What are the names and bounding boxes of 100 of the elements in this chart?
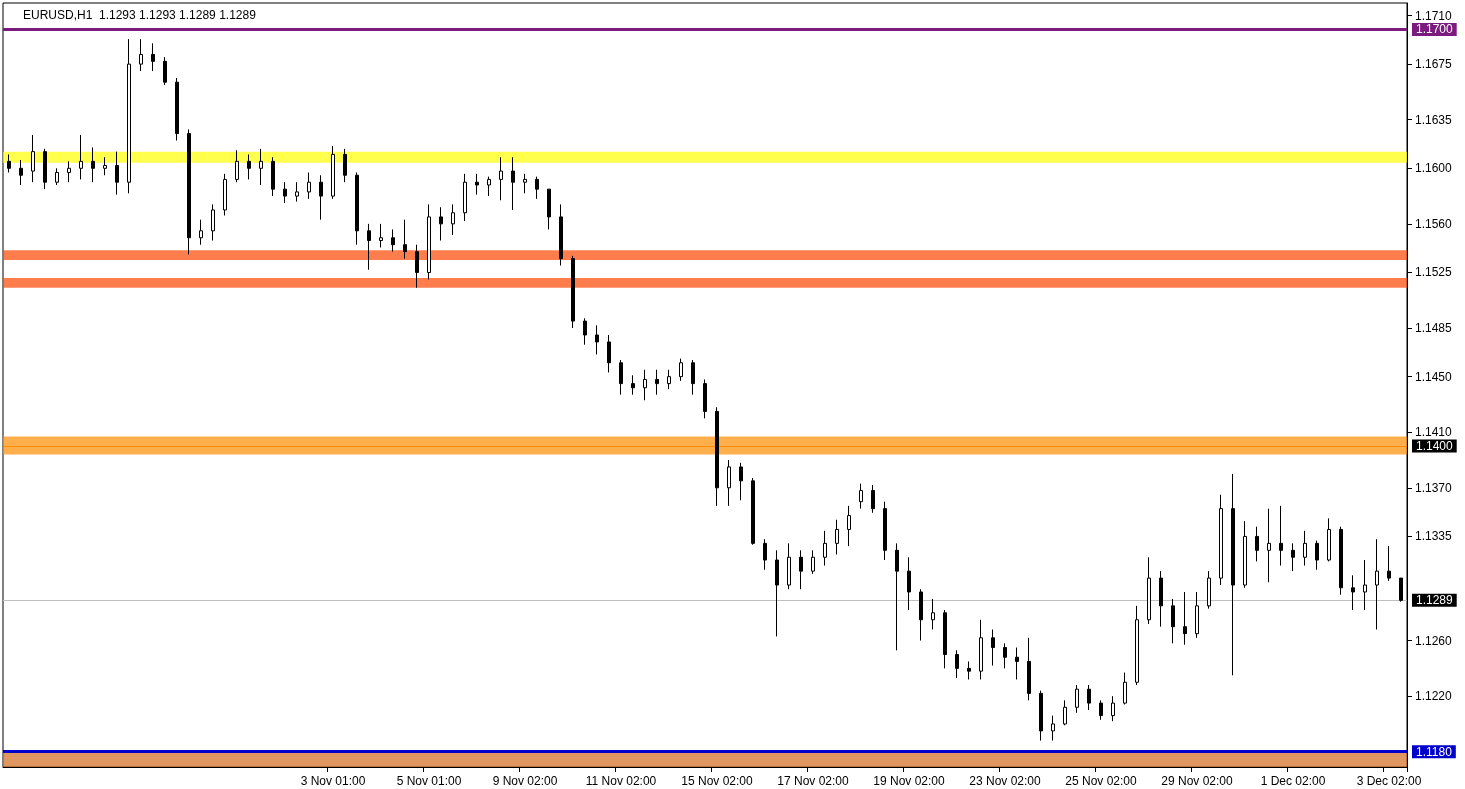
x-tick-label: 3 Dec 02:00	[1356, 774, 1422, 788]
candlestick	[991, 628, 995, 667]
candlestick	[283, 181, 287, 204]
candlestick	[127, 38, 131, 194]
x-tick-label: 3 Nov 01:00	[300, 774, 366, 788]
candlestick	[1363, 559, 1367, 611]
candlestick	[1195, 591, 1199, 639]
candlestick	[1399, 577, 1403, 603]
candlestick	[211, 203, 215, 242]
candlestick	[1123, 672, 1127, 705]
candlestick	[1267, 508, 1271, 583]
candlestick	[559, 203, 563, 267]
candlestick	[331, 145, 335, 200]
candlestick	[1243, 520, 1247, 589]
candlestick	[619, 359, 623, 396]
x-tick-label: 25 Nov 02:00	[1065, 774, 1138, 788]
candlestick	[223, 173, 227, 217]
candlestick	[631, 374, 635, 396]
candlestick	[355, 171, 359, 246]
candlestick	[499, 156, 503, 201]
candlestick	[1339, 526, 1343, 596]
x-tick-label: 29 Nov 02:00	[1161, 774, 1234, 788]
candlestick	[1315, 540, 1319, 571]
candlestick	[1099, 699, 1103, 721]
candlestick	[427, 203, 431, 280]
candlestick	[1303, 530, 1307, 567]
candlestick	[451, 203, 455, 236]
candlestick	[1147, 556, 1151, 625]
candlestick	[403, 219, 407, 260]
candlestick	[799, 549, 803, 590]
candlestick	[907, 556, 911, 611]
candlestick	[367, 223, 371, 271]
candlestick	[1135, 605, 1139, 686]
candlestick	[463, 173, 467, 222]
candlestick	[955, 649, 959, 679]
candlestick	[151, 42, 155, 72]
candlestick	[943, 609, 947, 669]
candlestick	[715, 406, 719, 507]
candlestick	[655, 369, 659, 396]
candlestick	[847, 505, 851, 547]
candlestick	[667, 369, 671, 390]
candlestick	[1087, 684, 1091, 711]
candlestick	[1051, 715, 1055, 742]
y-tick-label: 1.1410	[1415, 425, 1453, 440]
candlestick	[1063, 699, 1067, 726]
candlestick	[859, 483, 863, 510]
candlestick	[931, 598, 935, 630]
candlestick	[835, 519, 839, 555]
x-tick-label: 5 Nov 01:00	[396, 774, 462, 788]
candlestick	[523, 173, 527, 194]
candlestick	[475, 173, 479, 196]
candlestick	[1015, 647, 1019, 680]
candlestick	[7, 153, 11, 173]
candlestick	[1327, 517, 1331, 562]
candlestick	[55, 167, 59, 186]
candlestick	[607, 334, 611, 373]
candlestick	[691, 359, 695, 396]
candlestick	[1255, 526, 1259, 562]
y-tick-label: 1.1635	[1415, 112, 1453, 127]
x-tick-label: 19 Nov 02:00	[873, 774, 946, 788]
candlestick	[595, 324, 599, 355]
candlestick	[811, 549, 815, 575]
y-tick-label: 1.1370	[1415, 480, 1453, 495]
y-tick-label: 1.1485	[1415, 321, 1453, 336]
candlestick	[823, 530, 827, 567]
candlestick	[247, 153, 251, 180]
candlestick	[199, 219, 203, 246]
ref-line-label: 1.1180	[1416, 744, 1453, 759]
candlestick	[535, 176, 539, 200]
candlestick	[1387, 545, 1391, 582]
candlestick	[1159, 570, 1163, 628]
candlestick	[883, 501, 887, 561]
candlestick	[1375, 538, 1379, 630]
candlestick	[163, 56, 167, 86]
candlestick	[1219, 494, 1223, 586]
candlestick	[1183, 591, 1187, 646]
candlestick	[1351, 574, 1355, 611]
candlestick	[919, 588, 923, 642]
candlestick	[1039, 690, 1043, 742]
candlestick	[727, 459, 731, 507]
candlestick	[1231, 473, 1235, 676]
candlestick	[979, 619, 983, 680]
candlestick	[67, 160, 71, 183]
candlestick	[1291, 542, 1295, 572]
candlestick	[91, 146, 95, 183]
candlestick	[739, 462, 743, 501]
ref-line-label: 1.1400	[1416, 439, 1454, 454]
candlestick	[703, 378, 707, 419]
candlestick	[871, 484, 875, 514]
chart-title: EURUSD,H1 1.1293 1.1293 1.1289 1.1289	[23, 8, 257, 22]
candlestick	[895, 542, 899, 651]
candlestick	[139, 38, 143, 72]
x-tick-label: 1 Dec 02:00	[1260, 774, 1326, 788]
x-tick-label: 11 Nov 02:00	[585, 774, 657, 788]
x-tick-label: 9 Nov 02:00	[492, 774, 558, 788]
y-tick-label: 1.1525	[1415, 265, 1453, 280]
candlestick	[679, 358, 683, 382]
candlestick	[751, 477, 755, 546]
candlestick	[187, 128, 191, 255]
candlestick	[115, 151, 119, 196]
